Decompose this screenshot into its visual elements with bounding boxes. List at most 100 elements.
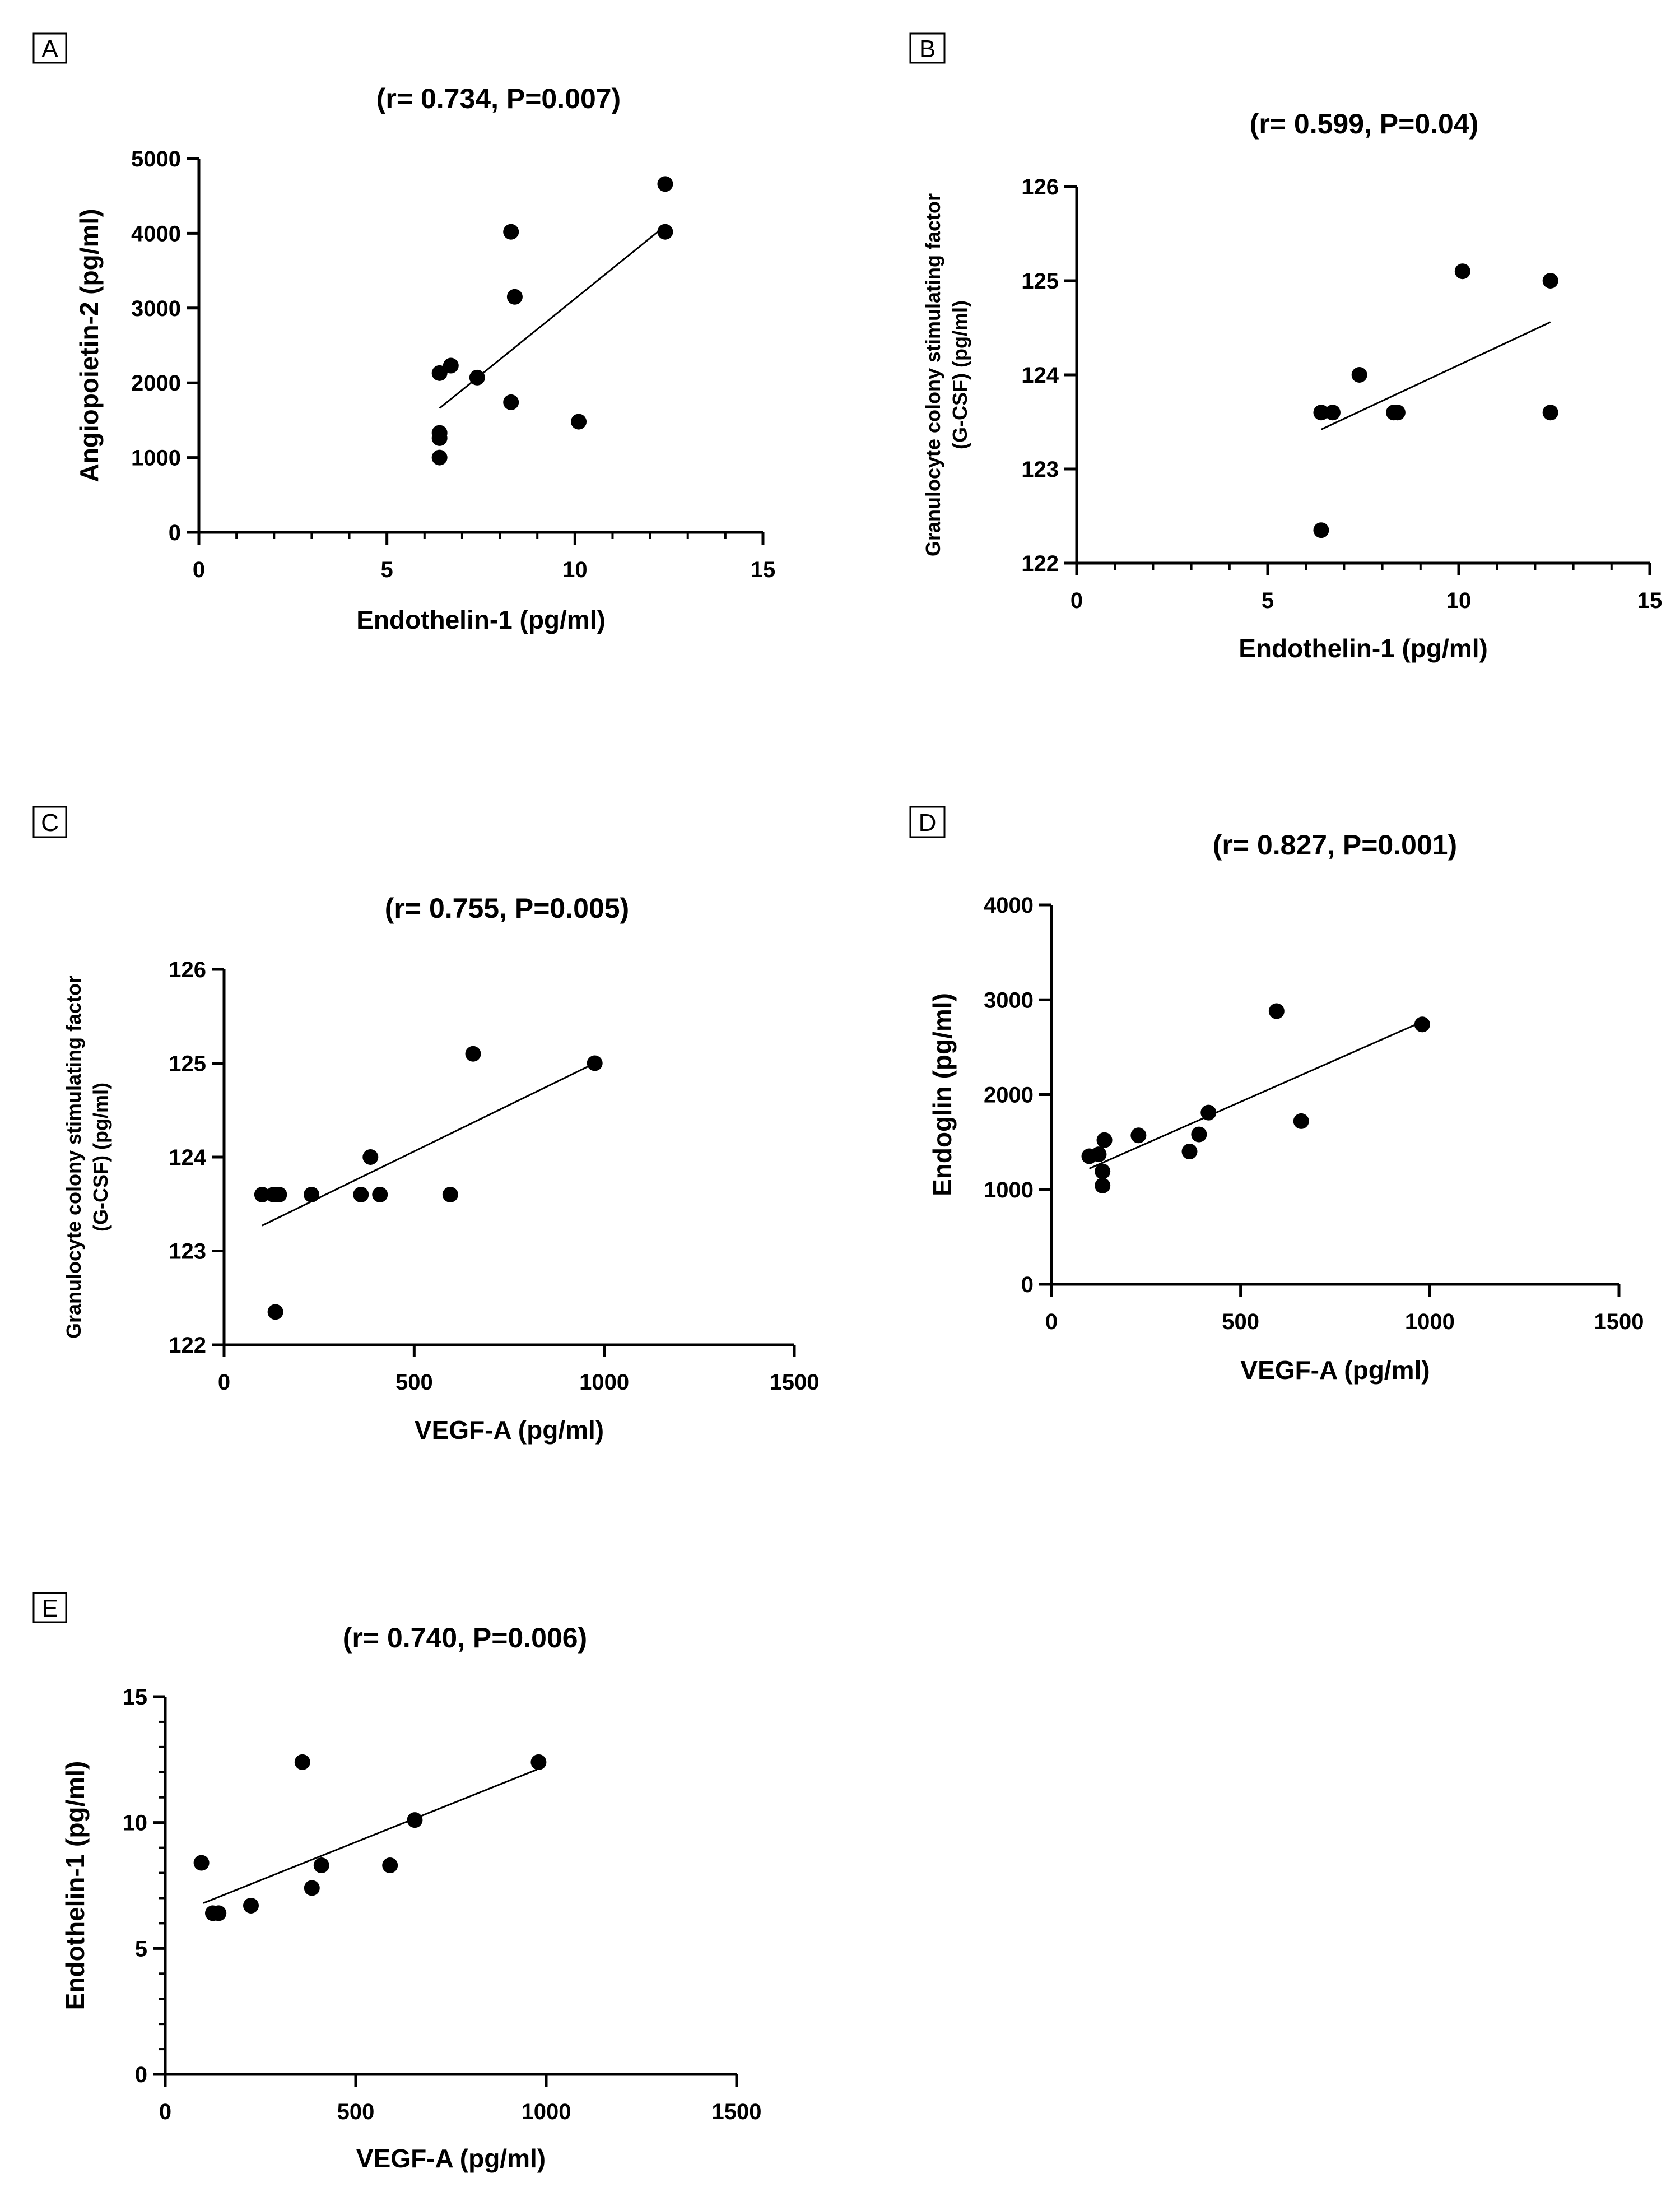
regression-line [1088,1021,1421,1169]
y-tick-label: 0 [169,521,181,545]
y-axis-label: Angiopoietin-2 (pg/ml) [75,208,104,482]
data-point [372,1187,388,1202]
data-point [431,365,448,381]
data-point [243,1897,259,1914]
chart-title: (r= 0.740, P=0.006) [343,1622,587,1654]
x-tick-label: 1000 [1405,1309,1455,1334]
y-axis-label: Endoglin (pg/ml) [928,993,957,1196]
x-tick-label: 5 [381,558,393,582]
y-tick-label: 3000 [984,988,1034,1013]
data-point [254,1187,270,1202]
data-point [304,1187,320,1202]
data-point [571,414,587,430]
data-point [267,1304,283,1320]
data-point [1130,1127,1147,1144]
x-tick-label: 15 [751,558,776,582]
x-axis-label: VEGF-A (pg/ml) [356,2144,546,2173]
chart-title: (r= 0.755, P=0.005) [385,893,629,924]
x-tick-label: 15 [1637,588,1663,613]
panel-a: A (r= 0.734, P=0.007) 0 5 10 15 0 1000 2000 3000 4… [32,32,776,634]
x-axis-label: Endothelin-1 (pg/ml) [1239,634,1488,663]
x-tick-label: 0 [1045,1309,1058,1334]
data-point [442,1187,458,1202]
y-tick-label: 5000 [131,147,181,171]
y-tick-label: 122 [169,1333,206,1358]
panel-letter-box [909,32,946,64]
data-point [1095,1177,1111,1193]
data-point [313,1857,329,1874]
x-tick-label: 1500 [1594,1309,1644,1334]
y-axis-label: Endothelin-1 (pg/ml) [61,1761,90,2010]
data-point [1313,522,1329,538]
data-point [362,1149,379,1165]
data-point [587,1055,603,1071]
x-tick-label: 500 [395,1370,433,1395]
y-tick-label: 1000 [131,446,181,471]
panel-b: B (r= 0.599, P=0.04) 0 5 10 15 122 123 124 125 126… [909,32,1663,663]
data-point [382,1857,398,1874]
panel-letter-box [909,806,946,838]
x-axis-label: VEGF-A (pg/ml) [1240,1355,1430,1385]
data-point [503,224,519,240]
data-point [431,425,448,441]
x-tick-label: 500 [1222,1309,1259,1334]
data-point [431,449,448,466]
regression-line [203,1768,537,1904]
x-tick-label: 10 [1446,588,1472,613]
data-point [1313,405,1329,421]
y-tick-label: 123 [169,1239,206,1264]
y-tick-label: 124 [1021,363,1059,388]
y-axis-label: (G-CSF) (pg/ml) [89,1083,112,1232]
y-tick-label: 10 [123,1811,148,1836]
y-tick-label: 3000 [131,296,181,321]
y-tick-label: 126 [169,958,206,982]
data-point [294,1754,310,1770]
x-axis-label: Endothelin-1 (pg/ml) [356,605,606,634]
data-point [465,1046,481,1062]
data-point [1095,1163,1111,1179]
x-tick-label: 0 [218,1370,230,1395]
data-point [353,1187,369,1202]
x-tick-label: 0 [1071,588,1083,613]
data-point [211,1905,227,1921]
data-point [1293,1113,1309,1129]
y-tick-label: 4000 [984,893,1034,918]
data-point [271,1187,287,1202]
data-point [1542,405,1558,421]
data-point [1389,405,1406,421]
y-tick-label: 4000 [131,221,181,246]
y-axis-label: Granulocyte colony stimulating factor [922,193,944,556]
data-point [506,289,523,305]
data-point [530,1754,547,1770]
x-tick-label: 1000 [522,2100,571,2124]
panel-letter: B [919,35,936,63]
data-point [657,224,673,240]
y-tick-label: 126 [1021,175,1059,199]
panel-letter-box [32,1592,67,1623]
data-point [443,357,459,374]
x-tick-label: 500 [337,2100,375,2124]
x-tick-label: 1000 [579,1370,629,1395]
panel-e: E (r= 0.740, P=0.006) 0 500 1000 1500 0 5 10 15 VE… [32,1592,762,2173]
y-axis-label: (G-CSF) (pg/ml) [948,300,971,449]
data-point [469,369,485,386]
chart-title: (r= 0.734, P=0.007) [376,83,621,114]
y-tick-label: 0 [1021,1273,1034,1297]
x-tick-label: 0 [193,558,205,582]
data-point [503,394,519,410]
x-tick-label: 1500 [712,2100,762,2124]
y-tick-label: 0 [135,2063,147,2087]
data-point [1324,405,1341,421]
data-point [1096,1132,1113,1148]
data-point [657,176,673,192]
data-point [1542,273,1558,289]
x-tick-label: 5 [1262,588,1274,613]
panel-letter: A [41,35,58,63]
chart-title: (r= 0.599, P=0.04) [1250,108,1479,140]
x-axis-label: VEGF-A (pg/ml) [415,1415,604,1445]
y-tick-label: 2000 [984,1083,1034,1108]
y-tick-label: 125 [1021,269,1059,294]
y-tick-label: 2000 [131,371,181,396]
x-tick-label: 10 [562,558,588,582]
y-tick-label: 125 [169,1052,206,1076]
